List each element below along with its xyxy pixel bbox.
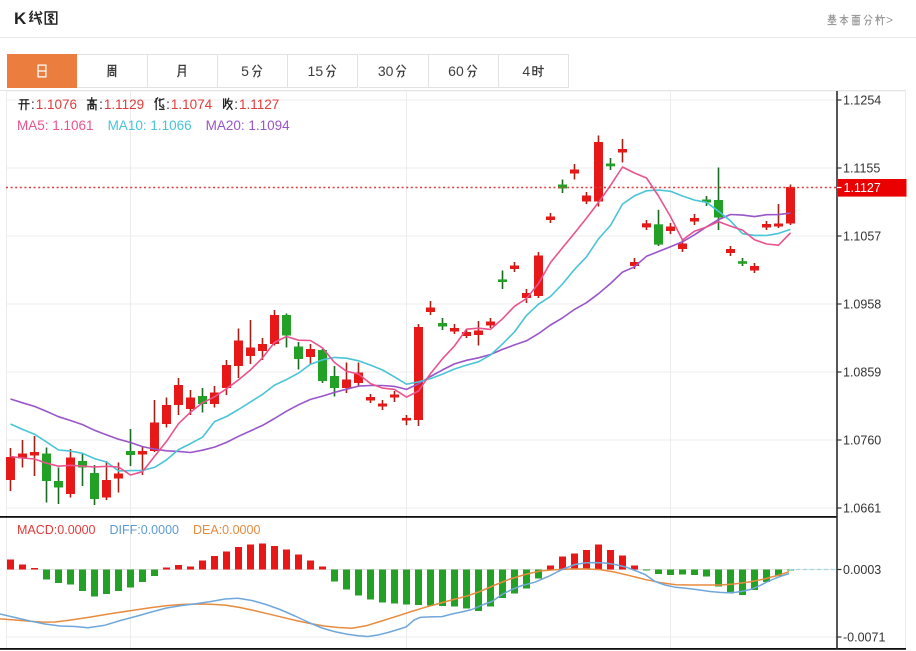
svg-text:1.0958: 1.0958	[843, 297, 881, 311]
svg-text:1.1254: 1.1254	[843, 93, 881, 107]
svg-text:1.0760: 1.0760	[843, 433, 881, 447]
svg-text:1.1057: 1.1057	[843, 229, 881, 243]
svg-text:1.1155: 1.1155	[843, 161, 880, 175]
svg-text:1.1127: 1.1127	[844, 181, 881, 195]
svg-text:0.0003: 0.0003	[843, 563, 881, 577]
svg-text:-0.0071: -0.0071	[843, 630, 885, 644]
svg-text:1.0661: 1.0661	[843, 501, 881, 515]
svg-text:1.0859: 1.0859	[843, 365, 881, 379]
